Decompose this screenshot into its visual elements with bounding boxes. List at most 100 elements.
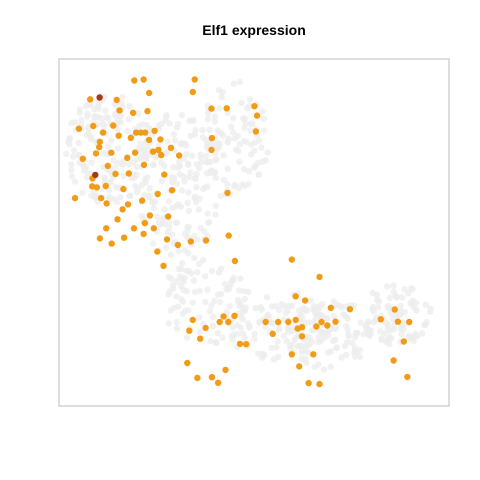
background-cell-point — [325, 349, 331, 355]
background-cell-point — [252, 139, 258, 145]
expression-point — [243, 341, 249, 347]
background-cell-point — [393, 294, 399, 300]
background-cell-point — [276, 325, 282, 331]
background-cell-point — [236, 185, 242, 191]
background-cell-point — [77, 110, 83, 116]
background-cell-point — [127, 193, 133, 199]
background-cell-point — [172, 137, 178, 143]
expression-point — [208, 147, 214, 153]
background-cell-point — [268, 345, 274, 351]
background-cell-point — [302, 307, 308, 313]
high-expression-point — [92, 172, 98, 178]
expression-point — [103, 225, 109, 231]
background-cell-point — [139, 213, 145, 219]
background-cell-point — [237, 275, 243, 281]
expression-point — [151, 225, 157, 231]
background-cell-point — [225, 166, 231, 172]
expression-point — [146, 137, 152, 143]
background-cell-point — [166, 320, 172, 326]
background-cell-point — [194, 236, 200, 242]
background-cell-point — [253, 305, 259, 311]
background-cell-point — [186, 174, 192, 180]
expression-point — [253, 128, 259, 134]
background-cell-point — [422, 322, 428, 328]
expression-point — [313, 323, 319, 329]
background-cell-point — [196, 206, 202, 212]
background-cell-point — [174, 319, 180, 325]
background-cell-point — [173, 293, 179, 299]
background-cell-point — [207, 308, 213, 314]
expression-point — [140, 76, 146, 82]
background-cell-point — [182, 275, 188, 281]
background-cell-point — [324, 315, 330, 321]
background-cell-point — [246, 168, 252, 174]
background-cell-point — [353, 330, 359, 336]
background-cell-point — [242, 183, 248, 189]
expression-point — [72, 195, 78, 201]
background-cell-point — [91, 113, 97, 119]
background-cell-point — [386, 303, 392, 309]
background-cell-point — [197, 329, 203, 335]
expression-point — [220, 313, 226, 319]
background-cell-point — [68, 161, 74, 167]
expression-point — [305, 380, 311, 386]
background-cell-point — [146, 194, 152, 200]
background-cell-point — [215, 292, 221, 298]
expression-point — [225, 319, 231, 325]
expression-point — [114, 97, 120, 103]
expression-point — [114, 216, 120, 222]
expression-point — [188, 238, 194, 244]
background-cell-point — [201, 228, 207, 234]
expression-point — [406, 319, 412, 325]
background-cell-point — [102, 107, 108, 113]
background-cell-point — [256, 171, 262, 177]
background-cell-point — [189, 152, 195, 158]
background-cell-point — [114, 115, 120, 121]
expression-point — [208, 105, 214, 111]
background-cell-point — [281, 333, 287, 339]
background-cell-point — [72, 178, 78, 184]
expression-point — [157, 136, 163, 142]
background-cell-point — [178, 204, 184, 210]
background-cell-point — [271, 356, 277, 362]
background-cell-point — [124, 128, 130, 134]
background-cell-point — [255, 351, 261, 357]
background-cell-point — [375, 304, 381, 310]
background-cell-point — [185, 189, 191, 195]
background-cell-point — [336, 303, 342, 309]
background-cell-point — [234, 322, 240, 328]
background-cell-point — [134, 172, 140, 178]
expression-point — [128, 135, 134, 141]
expression-point — [132, 150, 138, 156]
background-cell-point — [202, 273, 208, 279]
background-cell-point — [220, 335, 226, 341]
background-cell-point — [169, 231, 175, 237]
background-cell-point — [168, 307, 174, 313]
background-cell-point — [315, 334, 321, 340]
expression-point — [100, 129, 106, 135]
background-cell-point — [259, 108, 265, 114]
background-cell-point — [386, 341, 392, 347]
expression-point — [392, 306, 398, 312]
background-cell-point — [374, 292, 380, 298]
background-cell-point — [221, 152, 227, 158]
expression-point — [154, 248, 160, 254]
expression-point — [224, 190, 230, 196]
background-cell-point — [406, 332, 412, 338]
background-cell-point — [192, 175, 198, 181]
expression-point — [232, 258, 238, 264]
expression-point — [378, 316, 384, 322]
background-cell-point — [209, 268, 215, 274]
expression-point — [168, 145, 174, 151]
expression-point — [293, 317, 299, 323]
background-cell-point — [369, 306, 375, 312]
background-cell-point — [174, 325, 180, 331]
expression-point — [184, 360, 190, 366]
background-cell-point — [251, 147, 257, 153]
background-cell-point — [191, 255, 197, 261]
expression-point — [176, 152, 182, 158]
background-cell-point — [120, 162, 126, 168]
expression-point — [275, 319, 281, 325]
background-cell-point — [309, 338, 315, 344]
background-cell-point — [315, 304, 321, 310]
